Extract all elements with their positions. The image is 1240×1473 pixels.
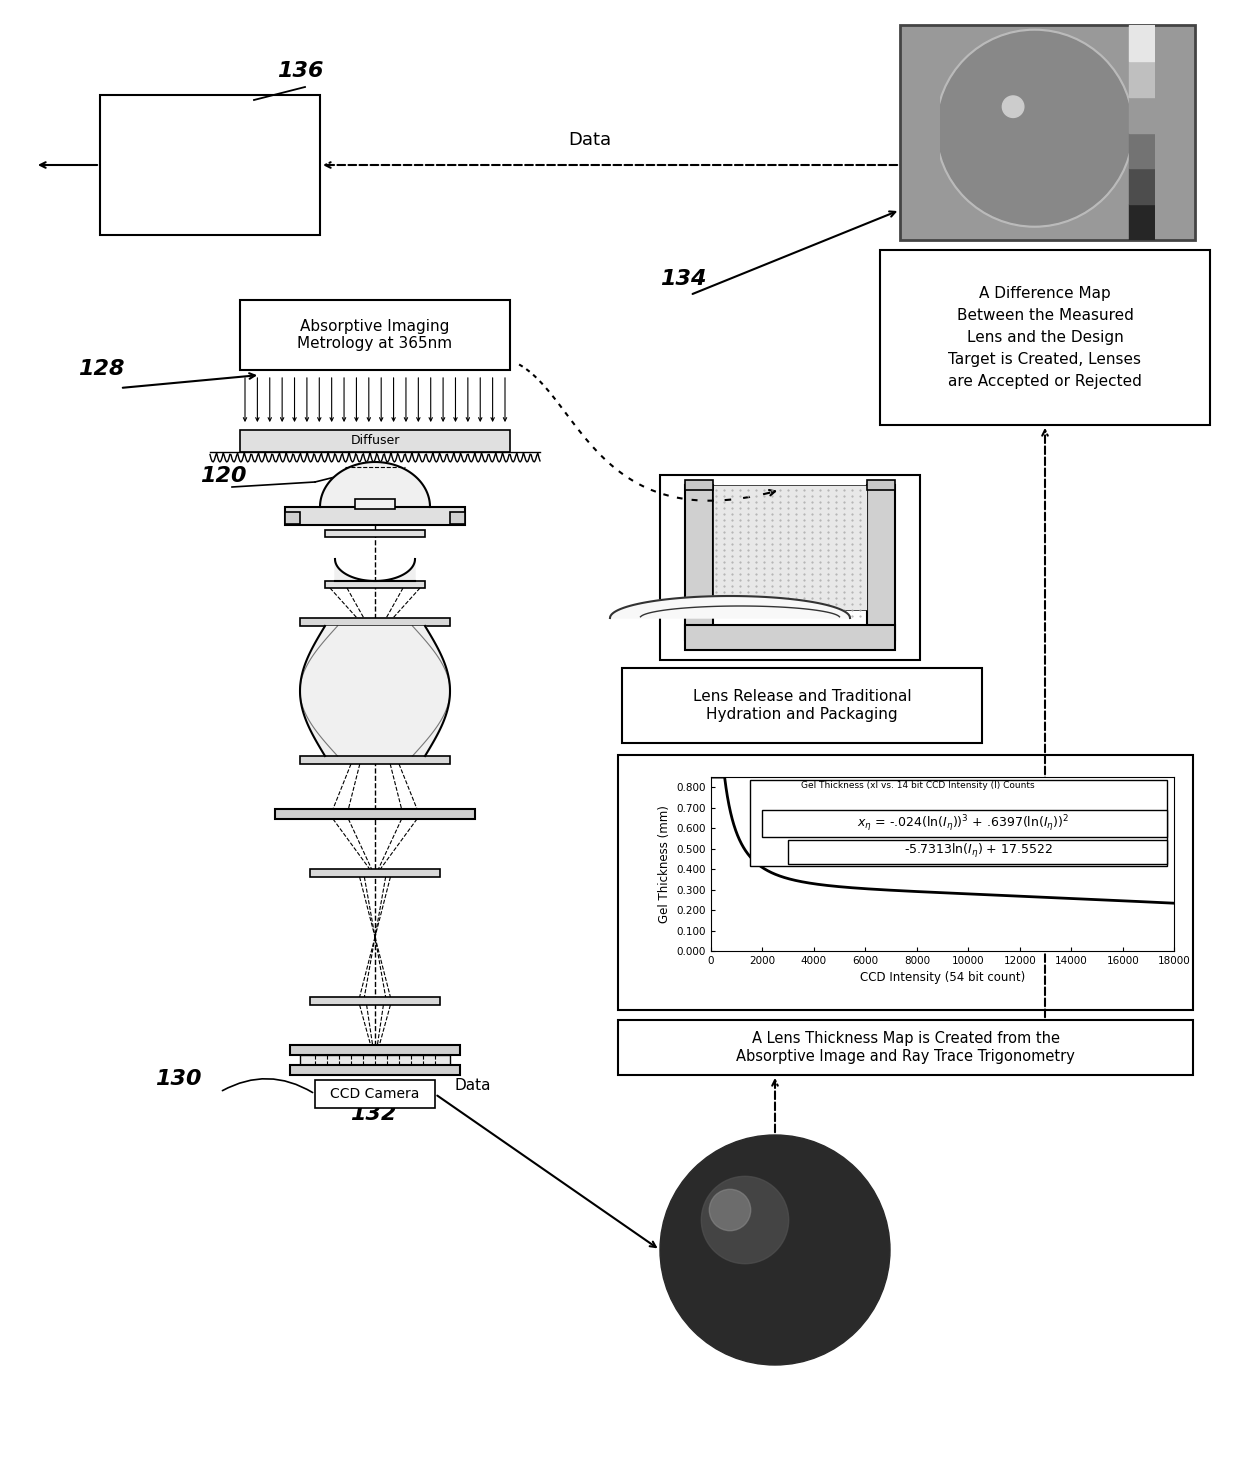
Circle shape <box>709 1189 750 1231</box>
Bar <box>1130 133 1154 168</box>
Text: Gel Thickness (xl vs. 14 bit CCD Intensity (I) Counts: Gel Thickness (xl vs. 14 bit CCD Intensi… <box>801 781 1034 791</box>
FancyBboxPatch shape <box>241 430 510 452</box>
Text: A Lens Thickness Map is Created from the
Absorptive Image and Ray Trace Trigonom: A Lens Thickness Map is Created from the… <box>737 1031 1075 1064</box>
FancyBboxPatch shape <box>618 756 1193 1010</box>
Text: CCD Camera: CCD Camera <box>330 1087 419 1100</box>
Text: A Difference Map
Between the Measured
Lens and the Design
Target is Created, Len: A Difference Map Between the Measured Le… <box>949 286 1142 389</box>
FancyBboxPatch shape <box>867 480 895 491</box>
FancyBboxPatch shape <box>684 625 895 650</box>
FancyBboxPatch shape <box>285 513 300 524</box>
Circle shape <box>987 81 1081 175</box>
Y-axis label: Gel Thickness (mm): Gel Thickness (mm) <box>658 806 671 924</box>
FancyBboxPatch shape <box>325 530 425 538</box>
Bar <box>1130 25 1154 60</box>
FancyBboxPatch shape <box>789 840 1167 865</box>
Polygon shape <box>610 597 849 619</box>
Circle shape <box>660 1136 890 1365</box>
FancyBboxPatch shape <box>900 25 1195 240</box>
Text: 132: 132 <box>350 1103 397 1124</box>
FancyBboxPatch shape <box>100 94 320 236</box>
FancyBboxPatch shape <box>310 997 440 1005</box>
Polygon shape <box>335 558 415 580</box>
Bar <box>1130 60 1154 97</box>
FancyBboxPatch shape <box>450 513 465 524</box>
FancyBboxPatch shape <box>763 810 1167 838</box>
Circle shape <box>937 31 1131 225</box>
FancyBboxPatch shape <box>300 619 450 626</box>
FancyBboxPatch shape <box>713 485 867 610</box>
FancyBboxPatch shape <box>660 474 920 660</box>
Bar <box>1130 205 1154 240</box>
Text: $x_{\eta}$ = -.024(ln($I_{\eta}$))$^{3}$ + .6397(ln($I_{\eta}$))$^{2}$: $x_{\eta}$ = -.024(ln($I_{\eta}$))$^{3}$… <box>857 813 1069 834</box>
Text: 128: 128 <box>78 359 124 379</box>
FancyBboxPatch shape <box>275 809 475 819</box>
FancyBboxPatch shape <box>290 1065 460 1075</box>
Bar <box>1130 168 1154 205</box>
FancyBboxPatch shape <box>310 869 440 876</box>
Circle shape <box>1013 106 1056 150</box>
FancyBboxPatch shape <box>880 250 1210 426</box>
FancyBboxPatch shape <box>325 580 425 588</box>
FancyBboxPatch shape <box>684 485 713 639</box>
FancyBboxPatch shape <box>241 300 510 370</box>
FancyBboxPatch shape <box>285 507 465 524</box>
Text: Absorptive Imaging
Metrology at 365nm: Absorptive Imaging Metrology at 365nm <box>298 318 453 351</box>
FancyBboxPatch shape <box>618 1019 1193 1075</box>
FancyBboxPatch shape <box>290 1044 460 1055</box>
FancyBboxPatch shape <box>622 667 982 742</box>
X-axis label: CCD Intensity (54 bit count): CCD Intensity (54 bit count) <box>861 972 1025 984</box>
Polygon shape <box>320 463 430 507</box>
Text: 136: 136 <box>277 60 324 81</box>
Text: Data: Data <box>568 131 611 149</box>
Text: 130: 130 <box>155 1069 201 1089</box>
Circle shape <box>1002 96 1024 118</box>
Text: Lens Release and Traditional
Hydration and Packaging: Lens Release and Traditional Hydration a… <box>693 689 911 722</box>
Text: -5.7313ln($I_{\eta}$) + 17.5522: -5.7313ln($I_{\eta}$) + 17.5522 <box>904 843 1053 860</box>
Bar <box>1130 97 1154 133</box>
FancyBboxPatch shape <box>315 1080 435 1108</box>
Text: Diffuser: Diffuser <box>351 435 399 448</box>
Circle shape <box>952 47 1116 209</box>
FancyBboxPatch shape <box>684 480 713 491</box>
FancyBboxPatch shape <box>300 756 450 764</box>
Text: 120: 120 <box>200 465 247 486</box>
FancyBboxPatch shape <box>300 1055 450 1065</box>
Text: 134: 134 <box>660 270 707 289</box>
Text: Data: Data <box>455 1078 491 1093</box>
FancyBboxPatch shape <box>355 499 396 510</box>
Circle shape <box>936 29 1133 227</box>
FancyBboxPatch shape <box>867 485 895 639</box>
Circle shape <box>702 1177 789 1264</box>
FancyBboxPatch shape <box>750 781 1167 866</box>
